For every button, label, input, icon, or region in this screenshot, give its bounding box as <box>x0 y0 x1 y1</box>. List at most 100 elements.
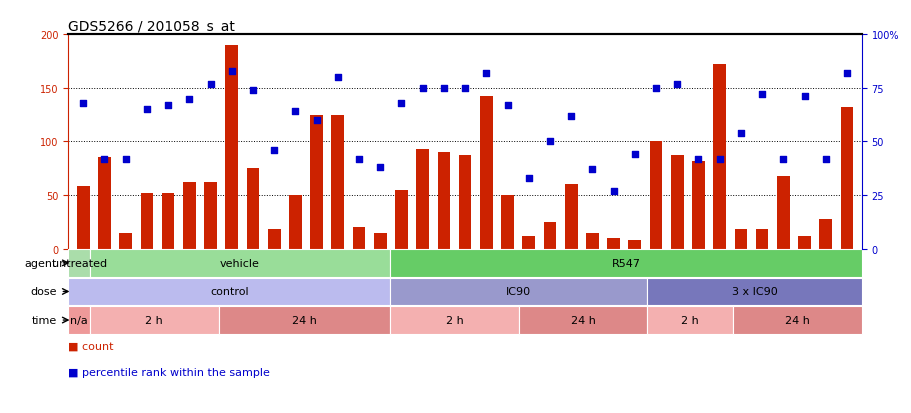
Bar <box>68 249 90 277</box>
Point <box>691 156 705 162</box>
Point <box>732 130 747 137</box>
Text: 24 h: 24 h <box>784 315 809 325</box>
Text: 2 h: 2 h <box>681 315 699 325</box>
Text: untreated: untreated <box>52 258 107 268</box>
Bar <box>647 306 732 334</box>
Bar <box>310 115 322 249</box>
Point <box>352 156 366 162</box>
Bar <box>77 187 89 249</box>
Text: control: control <box>210 287 249 297</box>
Bar <box>119 233 132 249</box>
Point <box>436 85 451 92</box>
Bar <box>390 249 861 277</box>
Bar <box>437 153 450 249</box>
Bar <box>415 150 428 249</box>
Bar <box>90 249 390 277</box>
Point <box>839 70 854 77</box>
Point <box>97 156 112 162</box>
Bar <box>183 183 196 249</box>
Bar <box>564 185 577 249</box>
Text: ■ percentile rank within the sample: ■ percentile rank within the sample <box>68 368 270 377</box>
Bar <box>268 230 281 249</box>
Bar <box>797 236 810 249</box>
Point <box>542 139 557 145</box>
Point <box>309 117 323 124</box>
Bar <box>501 195 514 249</box>
Point <box>500 102 515 109</box>
Point <box>394 100 408 107</box>
Bar <box>458 156 471 249</box>
Point <box>182 96 197 102</box>
Bar <box>246 169 259 249</box>
Point <box>627 152 641 158</box>
Text: time: time <box>31 315 56 325</box>
Text: 2 h: 2 h <box>145 315 163 325</box>
Bar <box>331 115 343 249</box>
Text: 24 h: 24 h <box>570 315 595 325</box>
Bar <box>394 190 407 249</box>
Bar <box>628 240 640 249</box>
Point <box>330 75 344 81</box>
Bar <box>670 156 683 249</box>
Point <box>648 85 662 92</box>
Point <box>711 156 726 162</box>
Text: agent: agent <box>24 258 56 268</box>
Point <box>160 102 175 109</box>
Point <box>563 113 578 120</box>
Point <box>817 156 832 162</box>
Bar <box>649 142 661 249</box>
Bar <box>647 278 861 306</box>
Bar <box>68 306 90 334</box>
Bar <box>140 193 153 249</box>
Text: n/a: n/a <box>70 315 87 325</box>
Point <box>478 70 493 77</box>
Point <box>203 81 218 88</box>
Point <box>521 175 536 182</box>
Text: GDS5266 / 201058_s_at: GDS5266 / 201058_s_at <box>68 20 235 34</box>
Bar <box>68 278 390 306</box>
Point <box>373 164 387 171</box>
Bar <box>289 195 302 249</box>
Point <box>267 147 281 154</box>
Bar <box>586 233 599 249</box>
Bar <box>607 238 619 249</box>
Bar <box>374 233 386 249</box>
Bar <box>225 46 238 249</box>
Point <box>245 88 260 94</box>
Bar <box>98 158 111 249</box>
Text: dose: dose <box>30 287 56 297</box>
Point <box>754 92 769 98</box>
Bar <box>755 230 768 249</box>
Bar <box>840 108 853 249</box>
Bar <box>732 306 861 334</box>
Bar <box>353 228 365 249</box>
Bar <box>390 278 647 306</box>
Bar <box>479 97 492 249</box>
Bar <box>733 230 746 249</box>
Text: R547: R547 <box>610 258 640 268</box>
Text: ■ count: ■ count <box>68 341 114 351</box>
Point <box>76 100 90 107</box>
Bar <box>712 65 725 249</box>
Text: 24 h: 24 h <box>292 315 316 325</box>
Bar <box>390 306 518 334</box>
Point <box>670 81 684 88</box>
Point <box>288 109 302 115</box>
Bar <box>90 306 219 334</box>
Bar <box>818 219 831 249</box>
Text: IC90: IC90 <box>506 287 531 297</box>
Text: vehicle: vehicle <box>220 258 260 268</box>
Point <box>139 107 154 113</box>
Point <box>457 85 472 92</box>
Bar <box>776 176 789 249</box>
Text: 3 x IC90: 3 x IC90 <box>731 287 777 297</box>
Point <box>415 85 429 92</box>
Point <box>796 94 811 100</box>
Bar <box>522 236 535 249</box>
Point <box>585 166 599 173</box>
Point <box>606 188 620 195</box>
Bar <box>691 161 704 249</box>
Bar <box>518 306 647 334</box>
Bar <box>204 183 217 249</box>
Bar <box>219 306 390 334</box>
